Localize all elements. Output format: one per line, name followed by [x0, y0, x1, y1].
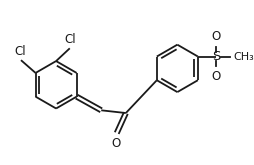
Text: CH₃: CH₃ [232, 51, 253, 62]
Text: O: O [211, 30, 220, 43]
Text: S: S [211, 50, 219, 63]
Text: O: O [111, 137, 120, 150]
Text: Cl: Cl [65, 33, 76, 47]
Text: Cl: Cl [14, 45, 26, 58]
Text: O: O [211, 70, 220, 83]
